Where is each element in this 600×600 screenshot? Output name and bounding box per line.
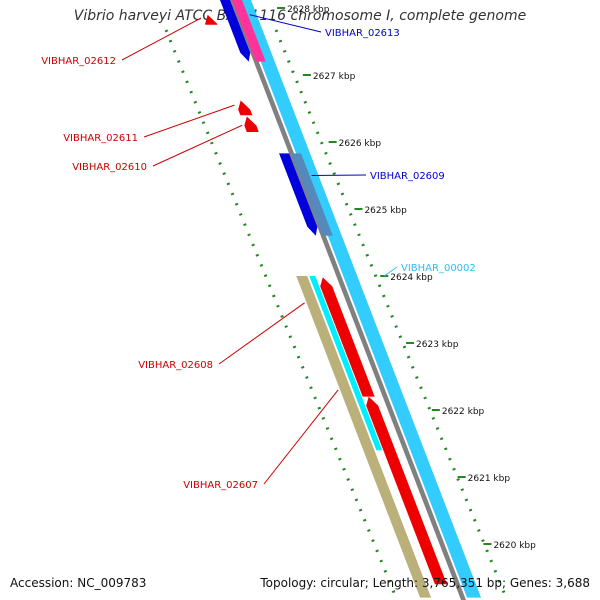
- label-leader: [249, 14, 322, 33]
- label-leader: [121, 17, 202, 61]
- map-title: Vibrio harveyi ATCC BAA-1116 chromosome …: [73, 8, 527, 24]
- tick-label: 2621 kbp: [468, 474, 511, 484]
- tick-label: 2622 kbp: [442, 407, 485, 417]
- feature-vibhar-02613-0: [232, 0, 266, 62]
- gene-vibhar-00002: [236, 0, 482, 598]
- gene-vibhar-02610: [244, 116, 259, 132]
- tick-label: 2628 kbp: [287, 5, 330, 15]
- topology-label: Topology: circular; Length: 3,765,351 bp…: [260, 576, 590, 590]
- tick-label: 2627 kbp: [313, 72, 356, 82]
- label-leader: [311, 174, 367, 176]
- gene-label-vibhar-02611: VIBHAR_02611: [63, 133, 138, 144]
- feature-vibhar-02608-3: [296, 276, 432, 598]
- label-leader: [152, 124, 243, 167]
- label-leader: [383, 266, 398, 277]
- gene-vibhar-02608: [320, 277, 375, 397]
- feature-vibhar-02609-1: [291, 153, 333, 236]
- tick-label: 2623 kbp: [416, 340, 459, 350]
- gene-label-vibhar-02610: VIBHAR_02610: [72, 162, 147, 173]
- tick-label: 2624 kbp: [390, 273, 433, 283]
- feature-vibhar-02608-2: [309, 276, 383, 451]
- gene-vibhar-02607: [366, 396, 447, 585]
- gene-label-vibhar-00002: VIBHAR_00002: [401, 263, 476, 274]
- gene-vibhar-02611: [238, 100, 253, 116]
- gene-vibhar-02613: [219, 0, 251, 62]
- gene-label-vibhar-02608: VIBHAR_02608: [138, 360, 213, 371]
- gene-label-vibhar-02612: VIBHAR_02612: [41, 56, 116, 67]
- gene-vibhar-02612: [205, 14, 218, 25]
- gene-label-vibhar-02613: VIBHAR_02613: [325, 28, 400, 39]
- gene-label-vibhar-02609: VIBHAR_02609: [370, 171, 445, 182]
- accession-label: Accession: NC_009783: [10, 576, 147, 590]
- tick-label: 2626 kbp: [339, 139, 382, 149]
- label-leader: [143, 104, 235, 138]
- tick-label: 2625 kbp: [364, 206, 407, 216]
- label-leader: [263, 389, 339, 485]
- gene-label-vibhar-02607: VIBHAR_02607: [183, 480, 258, 491]
- tick-label: 2620 kbp: [493, 541, 536, 551]
- genome-backbone: [229, 0, 466, 600]
- label-leader: [218, 302, 305, 365]
- gene-vibhar-02609: [279, 153, 318, 236]
